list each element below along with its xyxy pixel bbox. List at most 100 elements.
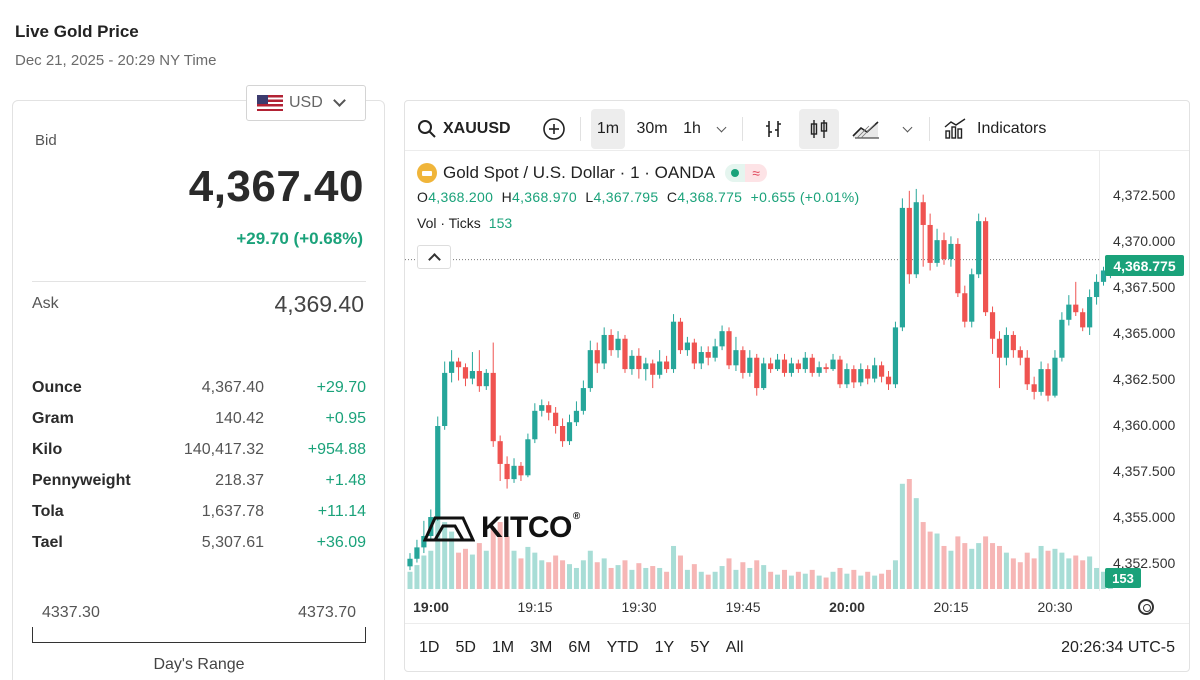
unit-price: 140,417.32 <box>183 440 264 458</box>
us-flag-icon <box>257 95 283 111</box>
volume-bar <box>1031 558 1037 589</box>
candle-body <box>636 355 642 370</box>
area-style-button[interactable] <box>849 109 883 149</box>
candle-body <box>629 355 635 370</box>
candles-icon <box>810 120 828 138</box>
close-value: 4,368.775 <box>677 189 743 205</box>
time-axis[interactable]: 19:00 19:15 19:30 19:45 20:00 20:15 20:3… <box>405 591 1189 621</box>
compare-symbol-button[interactable] <box>539 109 569 149</box>
bar-style-button[interactable] <box>759 109 789 149</box>
unit-name: Ounce <box>32 378 82 396</box>
range-6m-button[interactable]: 6M <box>568 639 591 656</box>
interval-30m-button[interactable]: 30m <box>636 120 668 137</box>
price-tick: 4,362.500 <box>1113 371 1176 387</box>
market-status-pill[interactable]: ≈ <box>725 164 768 182</box>
price-chart[interactable] <box>405 101 1190 591</box>
kitco-bars-icon <box>423 516 475 542</box>
chart-widget: XAUUSD 1m 30m 1h Indicators Gold Spot / … <box>404 100 1190 672</box>
candle-body <box>449 361 455 373</box>
range-5d-button[interactable]: 5D <box>455 639 476 656</box>
range-5y-button[interactable]: 5Y <box>690 639 710 656</box>
volume-bar <box>990 543 996 589</box>
volume-bar <box>684 569 690 589</box>
high-value: 4,368.970 <box>512 189 577 205</box>
price-tick: 4,365.000 <box>1113 325 1176 341</box>
candle-body <box>1010 334 1016 351</box>
day-range-low: 4337.30 <box>42 604 100 621</box>
volume-bar <box>983 536 989 589</box>
range-ytd-button[interactable]: YTD <box>606 639 639 656</box>
interval-1h-button[interactable]: 1h <box>683 120 701 137</box>
candle-body <box>712 346 718 358</box>
price-tick: 4,352.500 <box>1113 555 1176 571</box>
range-1m-button[interactable]: 1M <box>491 639 515 656</box>
candles-style-button[interactable] <box>799 109 839 149</box>
indicators-button[interactable]: Indicators <box>943 109 1067 149</box>
volume-bar <box>830 571 836 589</box>
collapse-legend-button[interactable] <box>417 245 451 269</box>
price-tick: 4,372.500 <box>1113 187 1176 203</box>
unit-name: Kilo <box>32 440 63 458</box>
unit-row-tola: Tola 1,637.78 +11.14 <box>32 496 366 527</box>
volume-bar <box>414 565 420 589</box>
unit-row-ounce: Ounce 4,367.40 +29.70 <box>32 372 366 403</box>
volume-bar <box>996 545 1002 589</box>
volume-bar <box>906 479 912 589</box>
volume-bar <box>435 507 441 589</box>
candle-body <box>580 388 586 411</box>
volume-bar <box>629 569 635 589</box>
bars-icon <box>766 121 781 137</box>
chart-clock[interactable]: 20:26:34 UTC-5 <box>1061 639 1175 656</box>
volume-bar <box>795 571 801 589</box>
volume-bar <box>1073 555 1079 589</box>
candle-body <box>705 352 711 358</box>
price-tick: 4,355.000 <box>1113 509 1176 525</box>
candle-body <box>1045 369 1051 396</box>
volume-bar <box>1038 545 1044 589</box>
volume-bar <box>886 569 892 589</box>
search-icon <box>418 120 436 138</box>
candle-body <box>532 410 538 440</box>
time-tick: 19:00 <box>413 599 449 615</box>
candle-body <box>913 202 919 275</box>
range-1d-button[interactable]: 1D <box>419 639 440 656</box>
volume-bar <box>1045 550 1051 589</box>
price-axis[interactable]: 4,372.500 4,370.000 4,367.500 4,365.000 … <box>1099 101 1189 591</box>
unit-change: +0.95 <box>325 409 366 427</box>
unit-price: 5,307.61 <box>201 533 264 551</box>
volume-bar <box>671 545 677 589</box>
candle-body <box>566 422 573 442</box>
volume-bar <box>892 560 898 589</box>
chart-settings-icon[interactable] <box>1138 599 1154 615</box>
candle-body <box>476 371 482 387</box>
candle-body <box>1031 384 1037 392</box>
volume-bar <box>504 536 510 589</box>
day-range-bar <box>32 627 366 643</box>
unit-price: 140.42 <box>215 409 264 427</box>
volume-bar <box>1087 556 1093 589</box>
range-3m-button[interactable]: 3M <box>530 639 553 656</box>
interval-1m-button[interactable]: 1m <box>591 109 625 149</box>
candle-body <box>559 426 566 442</box>
range-all-button[interactable]: All <box>725 639 744 656</box>
symbol-search[interactable]: XAUUSD <box>417 109 511 149</box>
unit-change: +954.88 <box>307 440 366 458</box>
volume-readout: Vol · Ticks 153 <box>417 215 512 231</box>
price-change: +29.70 (+0.68%) <box>236 229 363 248</box>
candle-body <box>962 293 968 322</box>
volume-bar <box>768 571 774 589</box>
volume-bar <box>587 550 593 589</box>
candle-body <box>490 372 496 442</box>
price-tick: 4,367.500 <box>1113 279 1176 295</box>
currency-select[interactable]: USD <box>246 85 366 121</box>
candle-body <box>442 372 448 426</box>
candle-body <box>435 426 441 518</box>
volume-bar <box>837 567 843 589</box>
volume-bar <box>525 546 531 589</box>
range-1y-button[interactable]: 1Y <box>654 639 675 656</box>
price-card <box>12 100 385 680</box>
candle-body <box>948 243 954 260</box>
volume-bar <box>622 560 628 589</box>
candle-body <box>774 359 781 370</box>
candle-body <box>858 369 864 383</box>
